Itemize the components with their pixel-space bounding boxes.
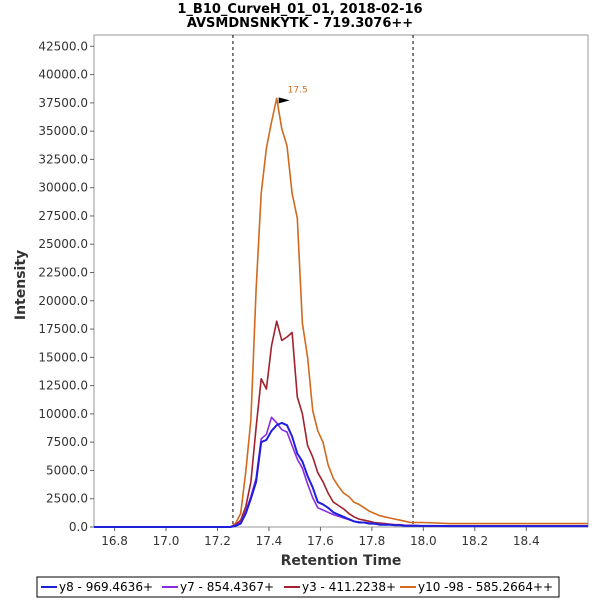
plot-area	[93, 34, 589, 528]
chart-subtitle: AVSMDNSNKYTK - 719.3076++	[187, 16, 413, 31]
y-tick-label: 2500.0	[46, 492, 88, 506]
peak-annotation: 17.5	[278, 85, 308, 104]
y-tick-label: 37500.0	[38, 96, 88, 110]
legend-label: y3 - 411.2238+	[302, 580, 396, 594]
series-line	[94, 97, 588, 528]
chart-title: 1_B10_CurveH_01_01, 2018-02-16	[177, 2, 422, 17]
y-tick-label: 42500.0	[38, 39, 88, 53]
y-tick-label: 17500.0	[38, 322, 88, 336]
y-tick-label: 30000.0	[38, 181, 88, 195]
y-tick-label: 12500.0	[38, 379, 88, 393]
legend-label: y10 -98 - 585.2664++	[418, 580, 553, 594]
legend-label: y8 - 969.4636+	[59, 580, 153, 594]
x-axis: 16.8 17.0 17.2 17.4 17.6 17.8 18.0 18.2 18.4	[101, 527, 540, 548]
y-tick-label: 5000.0	[46, 463, 88, 477]
y-tick-label: 0.0	[69, 520, 88, 534]
integration-boundaries	[232, 35, 414, 527]
y-tick-label: 27500.0	[38, 209, 88, 223]
x-tick-label: 17.2	[204, 534, 231, 548]
series-lines	[94, 97, 588, 528]
y-tick-label: 40000.0	[38, 68, 88, 82]
x-tick-label: 17.8	[359, 534, 386, 548]
x-tick-label: 17.0	[153, 534, 180, 548]
y-tick-label: 22500.0	[38, 266, 88, 280]
x-tick-label: 18.4	[513, 534, 540, 548]
y-tick-label: 35000.0	[38, 124, 88, 138]
x-tick-label: 17.4	[256, 534, 283, 548]
x-axis-title: Retention Time	[281, 553, 402, 569]
x-tick-label: 18.2	[461, 534, 488, 548]
series-line	[94, 421, 588, 528]
y-axis-title: Intensity	[13, 250, 29, 320]
legend-label: y7 - 854.4367+	[180, 580, 274, 594]
y-tick-label: 7500.0	[46, 435, 88, 449]
y-tick-label: 25000.0	[38, 237, 88, 251]
y-axis: 0.0 2500.0 5000.0 7500.0 10000.0 12500.0 15000…	[38, 39, 94, 534]
x-tick-label: 18.0	[410, 534, 437, 548]
y-tick-label: 10000.0	[38, 407, 88, 421]
y-tick-label: 32500.0	[38, 152, 88, 166]
x-tick-label: 17.6	[307, 534, 334, 548]
y-tick-label: 15000.0	[38, 350, 88, 364]
y-tick-label: 20000.0	[38, 294, 88, 308]
peak-arrow	[278, 97, 290, 104]
peak-label: 17.5	[288, 85, 308, 95]
x-tick-label: 16.8	[101, 534, 128, 548]
legend: y8 - 969.4636+ y7 - 854.4367+ y3 - 411.223…	[36, 576, 560, 598]
